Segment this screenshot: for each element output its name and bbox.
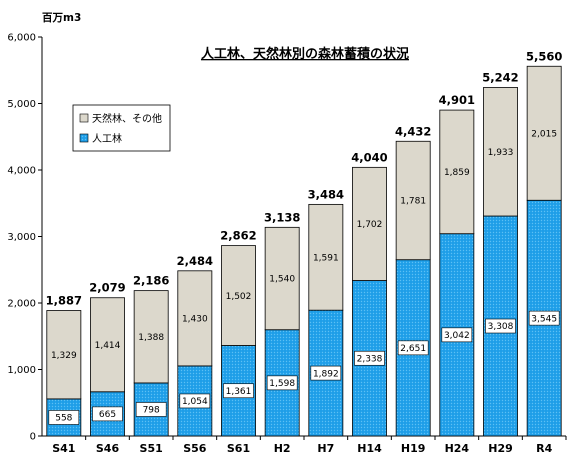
natural-value-label: 1,388 xyxy=(138,333,164,343)
planted-label-box xyxy=(266,375,298,391)
planted-label-box xyxy=(48,410,80,425)
bar-natural xyxy=(439,109,475,235)
x-tick-label: H24 xyxy=(445,442,470,455)
x-tick-label: H7 xyxy=(317,442,334,455)
x-tick-label: S56 xyxy=(183,442,207,455)
legend-label-planted: 人工林 xyxy=(92,132,122,145)
x-tick-label: S41 xyxy=(52,442,75,455)
planted-value-label: 1,054 xyxy=(182,397,208,407)
natural-value-label: 1,591 xyxy=(313,253,339,263)
legend-label-natural: 天然林、その他 xyxy=(92,112,162,125)
natural-value-label: 1,702 xyxy=(357,220,383,230)
y-tick-label: 2,000 xyxy=(7,299,36,310)
bar-natural xyxy=(221,245,256,346)
total-value-label: 4,040 xyxy=(351,150,387,164)
planted-value-label: 1,892 xyxy=(313,369,339,379)
total-value-label: 1,887 xyxy=(46,294,82,308)
bar-natural xyxy=(483,87,518,217)
planted-label-box xyxy=(441,327,473,343)
total-value-label: 2,862 xyxy=(220,229,256,243)
y-tick-label: 4,000 xyxy=(7,166,36,177)
y-tick-label: 1,000 xyxy=(7,365,36,376)
planted-value-label: 558 xyxy=(55,414,72,424)
chart-title: 人工林、天然林別の森林蓄積の状況 xyxy=(201,46,409,62)
planted-value-label: 1,598 xyxy=(269,379,295,389)
y-tick-label: 3,000 xyxy=(7,232,36,243)
y-tick-label: 0 xyxy=(30,432,36,443)
natural-value-label: 1,414 xyxy=(95,341,121,351)
total-value-label: 5,560 xyxy=(526,49,562,63)
planted-value-label: 3,545 xyxy=(531,314,557,324)
planted-value-label: 2,651 xyxy=(400,344,426,354)
planted-label-box xyxy=(223,383,254,399)
x-tick-label: H14 xyxy=(357,442,382,455)
bar-natural xyxy=(526,65,562,201)
planted-label-box xyxy=(485,318,516,334)
bar-natural xyxy=(177,270,213,367)
total-value-label: 3,138 xyxy=(264,210,300,224)
total-value-label: 2,079 xyxy=(89,281,125,295)
total-value-label: 5,242 xyxy=(482,70,518,84)
legend-swatch-planted xyxy=(79,133,89,143)
planted-label-box xyxy=(92,406,123,422)
planted-label-box xyxy=(179,393,211,409)
legend-swatch-natural xyxy=(79,113,89,123)
bar-natural xyxy=(46,310,82,400)
natural-value-label: 1,859 xyxy=(444,168,470,178)
y-tick-label: 6,000 xyxy=(7,33,36,44)
natural-value-label: 1,430 xyxy=(182,315,208,325)
y-axis-unit: 百万m3 xyxy=(42,12,81,24)
natural-value-label: 1,502 xyxy=(226,292,252,302)
bar-natural xyxy=(90,297,125,393)
bar-natural xyxy=(352,166,387,281)
x-tick-label: S61 xyxy=(227,442,250,455)
natural-value-label: 1,781 xyxy=(400,197,426,207)
planted-label-box xyxy=(135,402,167,417)
planted-value-label: 798 xyxy=(143,406,160,416)
total-value-label: 3,484 xyxy=(308,187,344,201)
planted-value-label: 3,308 xyxy=(488,322,514,332)
x-tick-label: S51 xyxy=(140,442,163,455)
natural-value-label: 2,015 xyxy=(531,129,557,139)
x-tick-label: R4 xyxy=(536,442,552,455)
axes: 0 1,000 2,000 3,000 4,000 5,000 6,000 S41 S46 S51… xyxy=(7,33,567,455)
legend-box xyxy=(72,104,171,152)
natural-value-label: 1,933 xyxy=(488,148,514,158)
planted-value-label: 2,338 xyxy=(357,354,383,364)
total-value-label: 2,186 xyxy=(133,274,169,288)
x-tick-label: H19 xyxy=(401,442,426,455)
legend: 天然林、その他 人工林 xyxy=(72,104,171,152)
planted-value-label: 3,042 xyxy=(444,331,470,341)
natural-value-label: 1,540 xyxy=(269,275,295,285)
x-tick-label: H29 xyxy=(488,442,513,455)
planted-label-box xyxy=(310,365,342,381)
planted-label-box xyxy=(397,340,429,356)
bar-natural xyxy=(308,203,344,311)
planted-value-label: 1,361 xyxy=(226,387,252,397)
natural-value-label: 1,329 xyxy=(51,351,77,361)
total-value-label: 4,432 xyxy=(395,124,431,138)
x-tick-label: S46 xyxy=(96,442,120,455)
bars: 558 1,329 1,887 665 1,414 2,079 798 1,388 2,186 1… xyxy=(46,49,562,437)
total-value-label: 2,484 xyxy=(177,254,213,268)
bar-natural xyxy=(264,226,300,331)
bar-natural xyxy=(395,140,431,261)
planted-label-box xyxy=(354,350,385,366)
bar-natural xyxy=(133,290,169,384)
planted-value-label: 665 xyxy=(99,410,116,420)
planted-label-box xyxy=(528,310,560,326)
y-tick-label: 5,000 xyxy=(7,99,36,110)
total-value-label: 4,901 xyxy=(439,93,475,107)
x-tick-label: H2 xyxy=(274,442,291,455)
